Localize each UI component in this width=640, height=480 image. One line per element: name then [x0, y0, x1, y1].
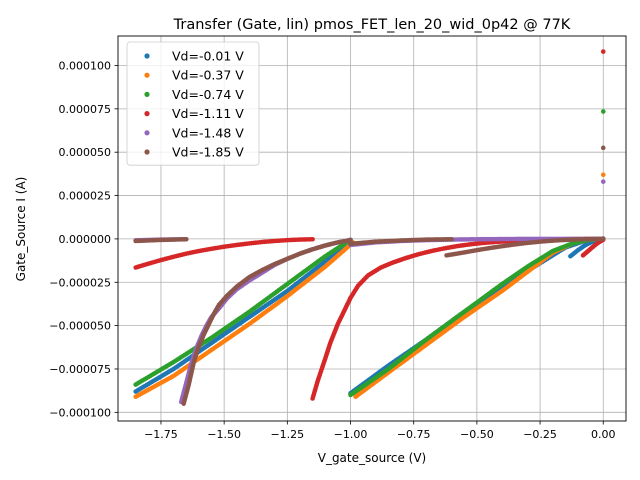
legend-label: Vd=-0.37 V	[172, 68, 244, 83]
legend-marker	[144, 111, 150, 117]
data-point	[449, 236, 454, 242]
legend: Vd=-0.01 V Vd=-0.37 V Vd=-0.74 V Vd=-1.11 V…	[126, 41, 260, 166]
legend-label: Vd=-0.74 V	[172, 87, 244, 102]
x-tick-label: −1.00	[334, 428, 368, 441]
legend-item: Vd=-0.37 V	[144, 68, 244, 83]
y-tick-label: 0.000025	[59, 190, 112, 203]
grid	[118, 36, 626, 421]
data-point	[600, 109, 606, 114]
data-point	[600, 49, 606, 54]
x-tick-label: −0.25	[523, 428, 557, 441]
legend-frame	[126, 41, 260, 166]
plot-area-frame	[117, 35, 627, 422]
y-tick-label: −0.000100	[49, 406, 111, 419]
y-tick-label: 0.000075	[59, 103, 112, 116]
legend-marker	[144, 149, 150, 155]
x-tick-label: −1.50	[207, 428, 241, 441]
data-point	[183, 236, 189, 242]
data-point	[310, 236, 315, 242]
y-axis-label: Gate_Source I (A)	[14, 177, 28, 282]
y-tick-label: −0.000075	[49, 363, 111, 376]
x-tick-label: −1.25	[270, 428, 304, 441]
data-point	[600, 172, 606, 178]
legend-label: Vd=-1.11 V	[172, 106, 244, 121]
data-point	[600, 145, 606, 151]
y-tick-label: 0.000100	[59, 59, 112, 72]
legend-marker	[144, 130, 150, 136]
legend-item: Vd=-1.11 V	[144, 106, 244, 121]
data-points	[133, 49, 606, 406]
data-point	[600, 236, 606, 242]
legend-marker	[144, 91, 150, 97]
legend-marker	[144, 72, 150, 78]
y-axis: −0.000100 −0.000075 −0.000050 −0.000025 0.00…	[49, 59, 118, 419]
x-axis: −1.75 −1.50 −1.25 −1.00 −0.75 −0.50 −0.25 0.00	[144, 421, 616, 441]
y-tick-label: −0.000050	[49, 320, 111, 333]
legend-label: Vd=-1.85 V	[172, 145, 244, 160]
legend-marker	[144, 53, 150, 59]
x-axis-label: V_gate_source (V)	[318, 451, 427, 465]
y-tick-label: 0.000050	[59, 146, 112, 159]
x-tick-label: −0.50	[460, 428, 494, 441]
y-tick-label: 0.000000	[59, 233, 112, 246]
legend-item: Vd=-0.74 V	[144, 87, 244, 102]
chart-title: Transfer (Gate, lin) pmos_FET_len_20_wid…	[173, 17, 571, 33]
data-point	[348, 237, 353, 243]
legend-label: Vd=-0.01 V	[172, 49, 244, 64]
y-tick-label: −0.000025	[49, 276, 111, 289]
legend-item: Vd=-0.01 V	[144, 49, 244, 64]
x-tick-label: −0.75	[397, 428, 431, 441]
x-tick-label: 0.00	[591, 428, 616, 441]
legend-label: Vd=-1.48 V	[172, 125, 244, 140]
legend-item: Vd=-1.48 V	[144, 125, 244, 140]
legend-item: Vd=-1.85 V	[144, 145, 244, 160]
series-5	[133, 145, 606, 406]
x-tick-label: −1.75	[144, 428, 178, 441]
data-point	[600, 179, 606, 184]
